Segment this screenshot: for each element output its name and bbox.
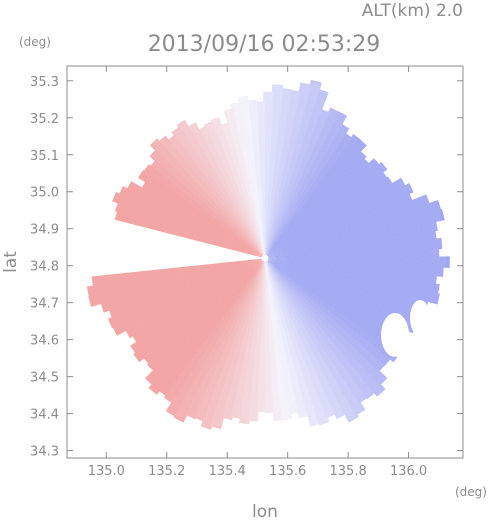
- radar-velocity-field: [83, 76, 450, 440]
- y-tick-label: 34.4: [30, 408, 59, 423]
- y-tick-label: 35.3: [30, 75, 59, 90]
- plot-frame: [66, 65, 464, 459]
- texture-overlay: [83, 76, 447, 440]
- altitude-label: ALT(km) 2.0: [362, 1, 463, 21]
- y-axis: 34.3 34.4 34.5 34.6 34.7 34.8 34.9 35.0 35.1 35.2…: [30, 75, 463, 460]
- y-tick-label: 34.3: [30, 445, 59, 460]
- x-tick-label: 135.8: [330, 464, 367, 479]
- x-tick-label: 135.6: [269, 464, 306, 479]
- y-tick-label: 34.6: [30, 334, 59, 349]
- x-axis-label: lon: [252, 502, 278, 521]
- y-unit-label: (deg): [19, 35, 51, 49]
- y-tick-label: 34.9: [30, 223, 59, 238]
- x-tick-label: 136.0: [390, 464, 427, 479]
- x-tick-label: 135.0: [88, 464, 125, 479]
- y-tick-label: 34.8: [30, 260, 59, 275]
- no-echo-patch: [432, 328, 448, 352]
- y-tick-label: 34.5: [30, 371, 59, 386]
- x-tick-label: 135.4: [209, 464, 246, 479]
- x-unit-label: (deg): [455, 485, 487, 499]
- x-tick-label: 135.2: [148, 464, 185, 479]
- y-tick-label: 35.0: [30, 186, 59, 201]
- chart-title: 2013/09/16 02:53:29: [148, 32, 381, 57]
- x-axis: 135.0 135.2 135.4 135.6 135.8 136.0: [88, 66, 427, 479]
- y-tick-label: 34.7: [30, 297, 59, 312]
- y-tick-label: 35.1: [30, 149, 59, 164]
- y-tick-label: 35.2: [30, 112, 59, 127]
- y-axis-label: lat: [1, 251, 21, 273]
